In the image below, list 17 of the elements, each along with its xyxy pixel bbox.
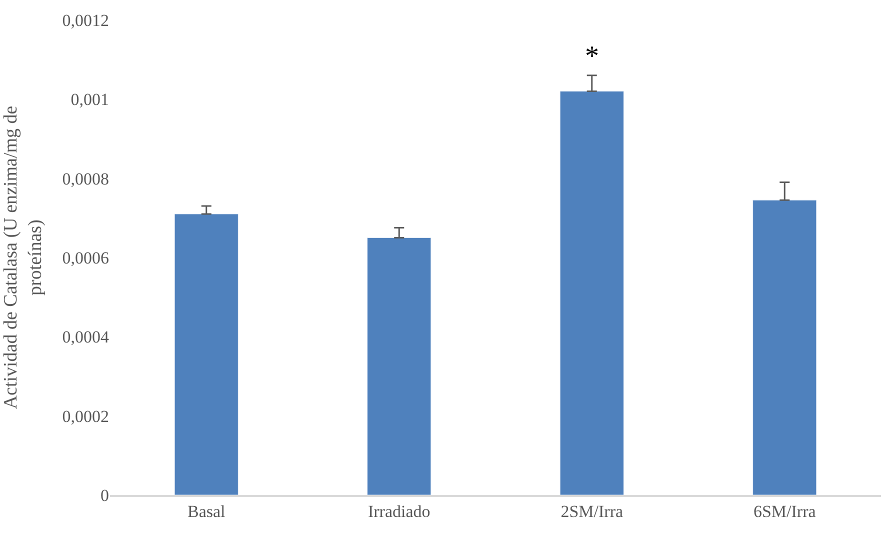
x-tick-label: 6SM/Irra xyxy=(753,502,816,522)
y-tick-label: 0 xyxy=(100,486,109,505)
x-tick-label: Basal xyxy=(187,502,226,522)
y-tick-label: 0,0008 xyxy=(62,169,109,188)
bar xyxy=(174,214,238,495)
x-tick-label: 2SM/Irra xyxy=(560,502,624,522)
y-tick-label: 0,0004 xyxy=(62,328,110,347)
y-tick-label: 0,0006 xyxy=(62,248,109,268)
bar xyxy=(560,91,624,495)
bar xyxy=(752,200,817,495)
y-tick-label: 0,001 xyxy=(70,90,109,110)
y-axis-title: Actividad de Catalasa (U enzima/mg de proteínas) xyxy=(0,106,46,410)
x-tick-label: Irradiado xyxy=(368,502,430,522)
y-tick-label: 0,0012 xyxy=(62,10,109,30)
bar xyxy=(367,237,432,495)
annotation: * xyxy=(585,41,599,72)
y-tick-label: 0,0002 xyxy=(62,406,109,426)
